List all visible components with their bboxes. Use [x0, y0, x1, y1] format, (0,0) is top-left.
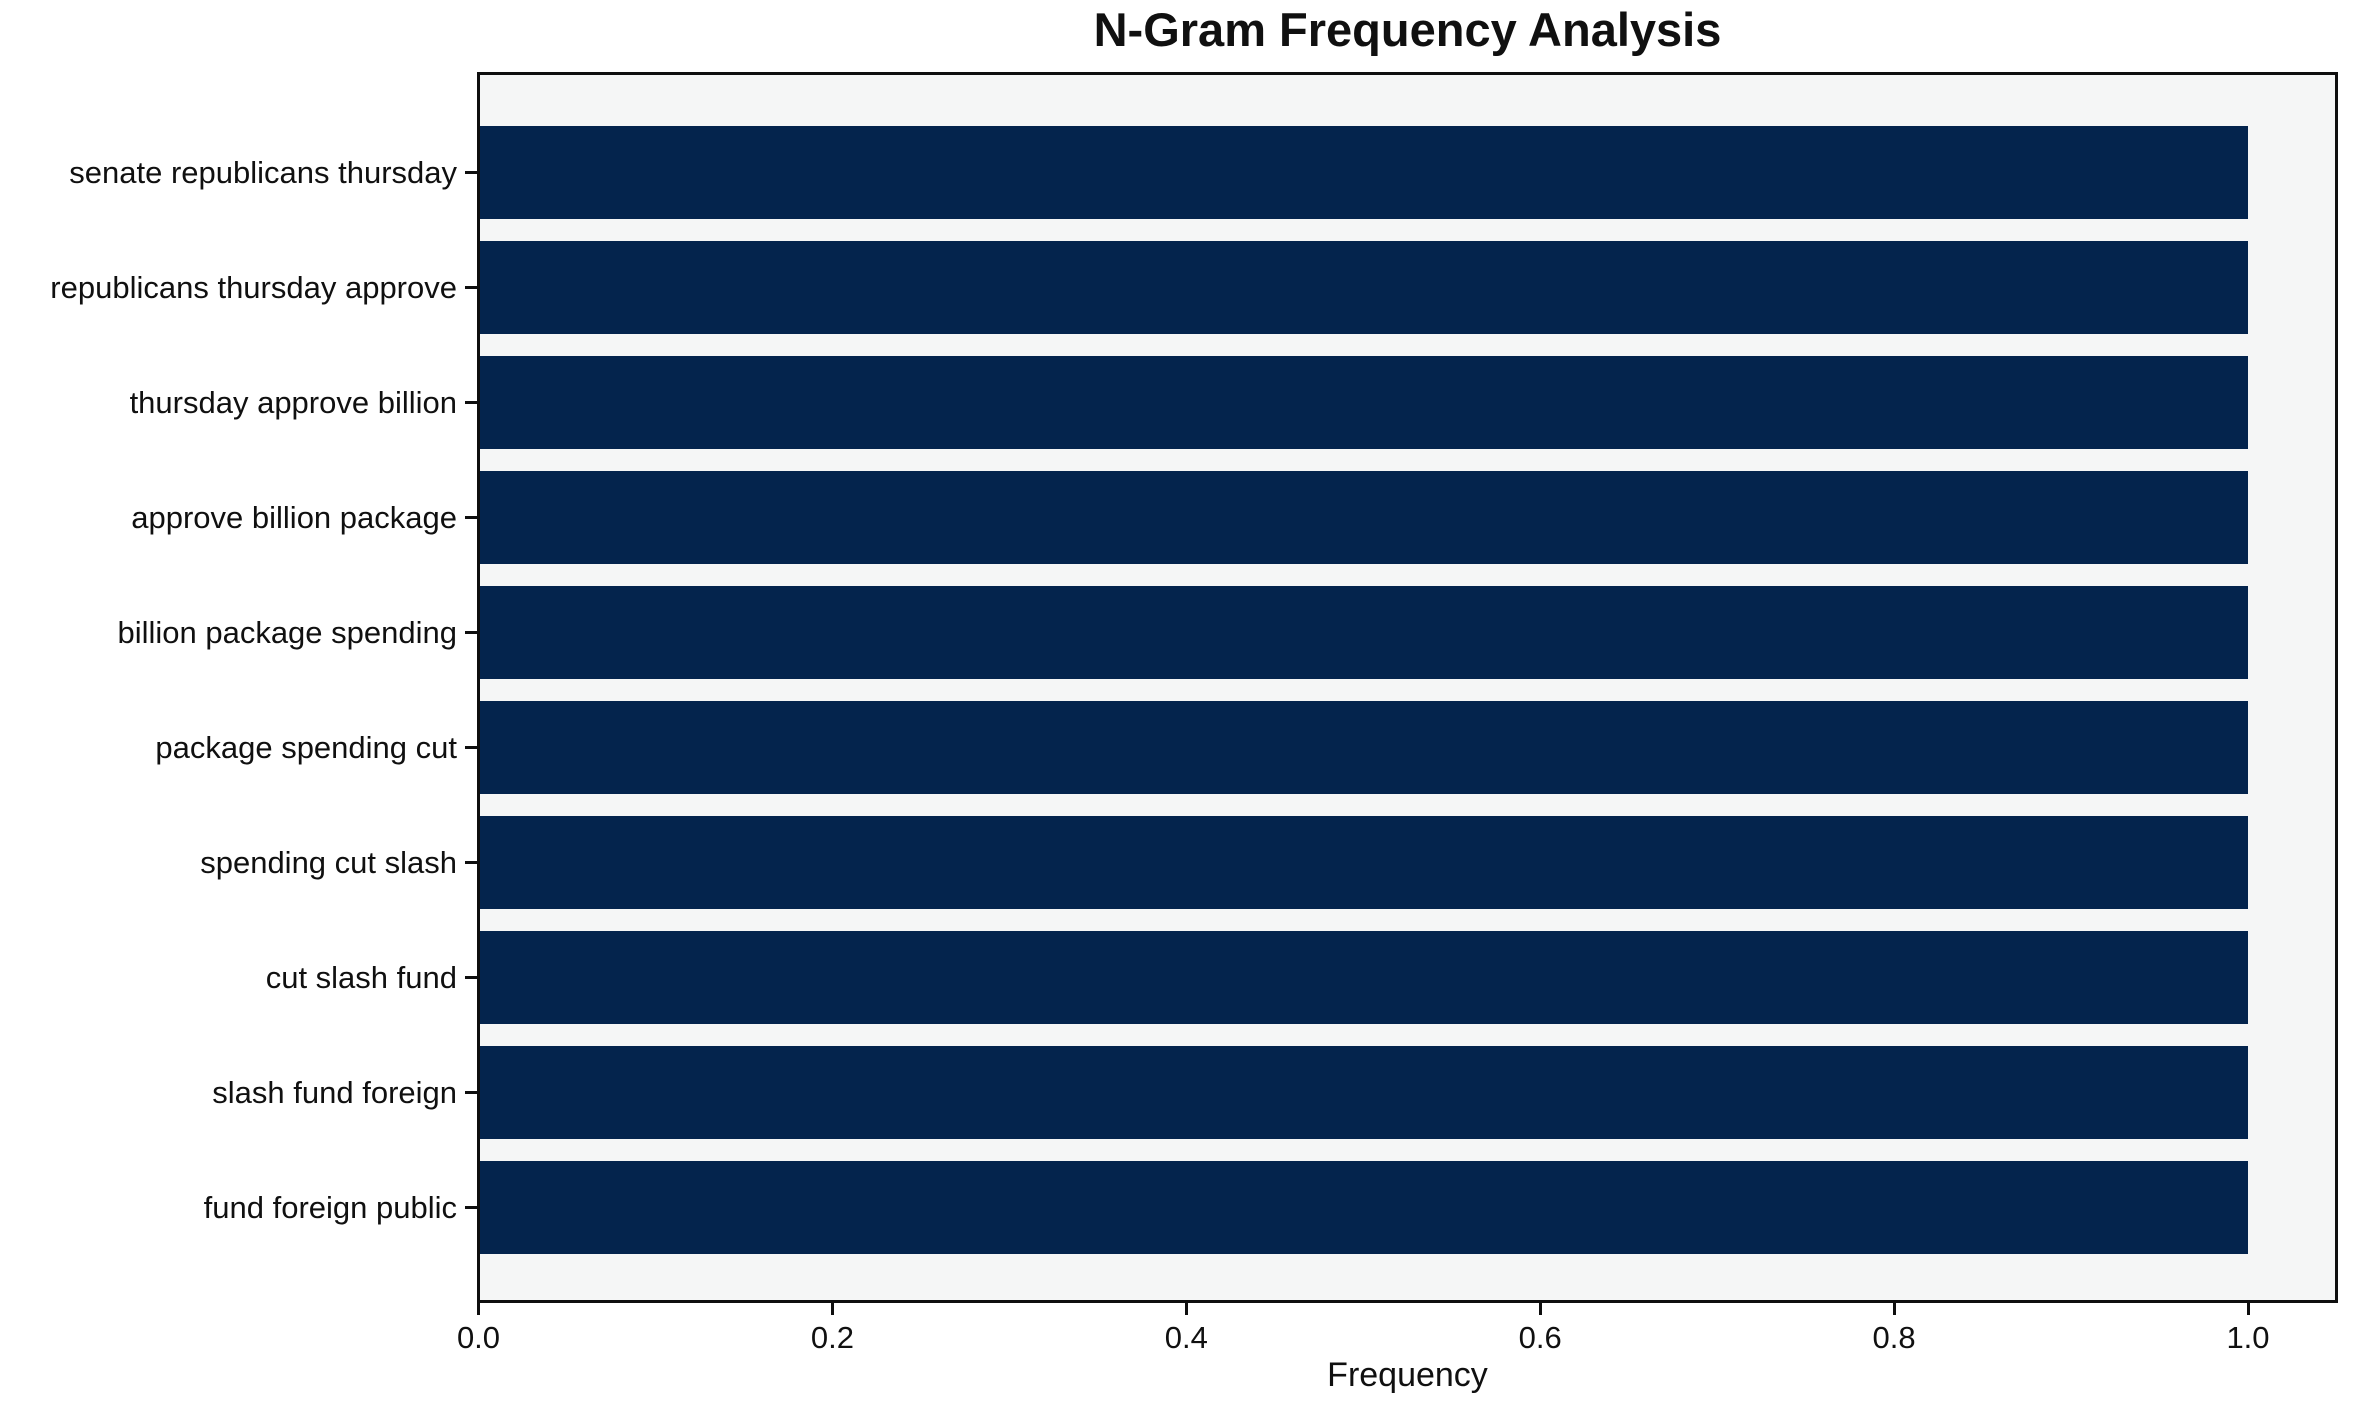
bar: [480, 816, 2248, 909]
y-tick-label: approve billion package: [131, 499, 457, 535]
bar: [480, 1161, 2248, 1254]
bar: [480, 241, 2248, 334]
y-tick-label: spending cut slash: [200, 844, 457, 880]
y-tick-label: senate republicans thursday: [69, 154, 457, 190]
bar: [480, 356, 2248, 449]
x-tick: [1538, 1303, 1542, 1315]
y-tick-label: slash fund foreign: [212, 1074, 457, 1110]
x-tick-label: 0.2: [810, 1320, 854, 1355]
y-tick: [465, 1206, 477, 1209]
x-tick-label: 0.8: [1872, 1320, 1916, 1355]
x-tick-label: 0.6: [1518, 1320, 1562, 1355]
y-tick-label: republicans thursday approve: [50, 269, 457, 305]
y-tick: [465, 171, 477, 174]
plot-area: [477, 72, 2338, 1303]
y-tick-label: cut slash fund: [265, 959, 457, 995]
bar: [480, 701, 2248, 794]
y-tick: [465, 401, 477, 404]
y-tick-label: billion package spending: [117, 614, 457, 650]
x-tick-label: 0.4: [1164, 1320, 1208, 1355]
bar: [480, 126, 2248, 219]
bar: [480, 471, 2248, 564]
bar: [480, 931, 2248, 1024]
bar: [480, 586, 2248, 679]
y-tick-label: package spending cut: [155, 729, 457, 765]
x-tick-label: 0.0: [456, 1320, 501, 1355]
y-tick-label: fund foreign public: [203, 1189, 457, 1225]
y-tick: [465, 746, 477, 749]
y-tick: [465, 976, 477, 979]
x-axis-title: Frequency: [1327, 1356, 1488, 1394]
y-tick: [465, 631, 477, 634]
x-tick: [830, 1303, 834, 1315]
y-tick: [465, 1091, 477, 1094]
x-tick: [2246, 1303, 2250, 1315]
y-tick: [465, 861, 477, 864]
x-tick: [1184, 1303, 1188, 1315]
bar: [480, 1046, 2248, 1139]
y-tick: [465, 286, 477, 289]
y-tick-label: thursday approve billion: [129, 384, 457, 420]
x-tick: [477, 1303, 480, 1315]
chart-title: N-Gram Frequency Analysis: [1093, 3, 1722, 56]
x-tick: [1892, 1303, 1896, 1315]
x-tick-label: 1.0: [2226, 1320, 2270, 1355]
y-tick: [465, 516, 477, 519]
